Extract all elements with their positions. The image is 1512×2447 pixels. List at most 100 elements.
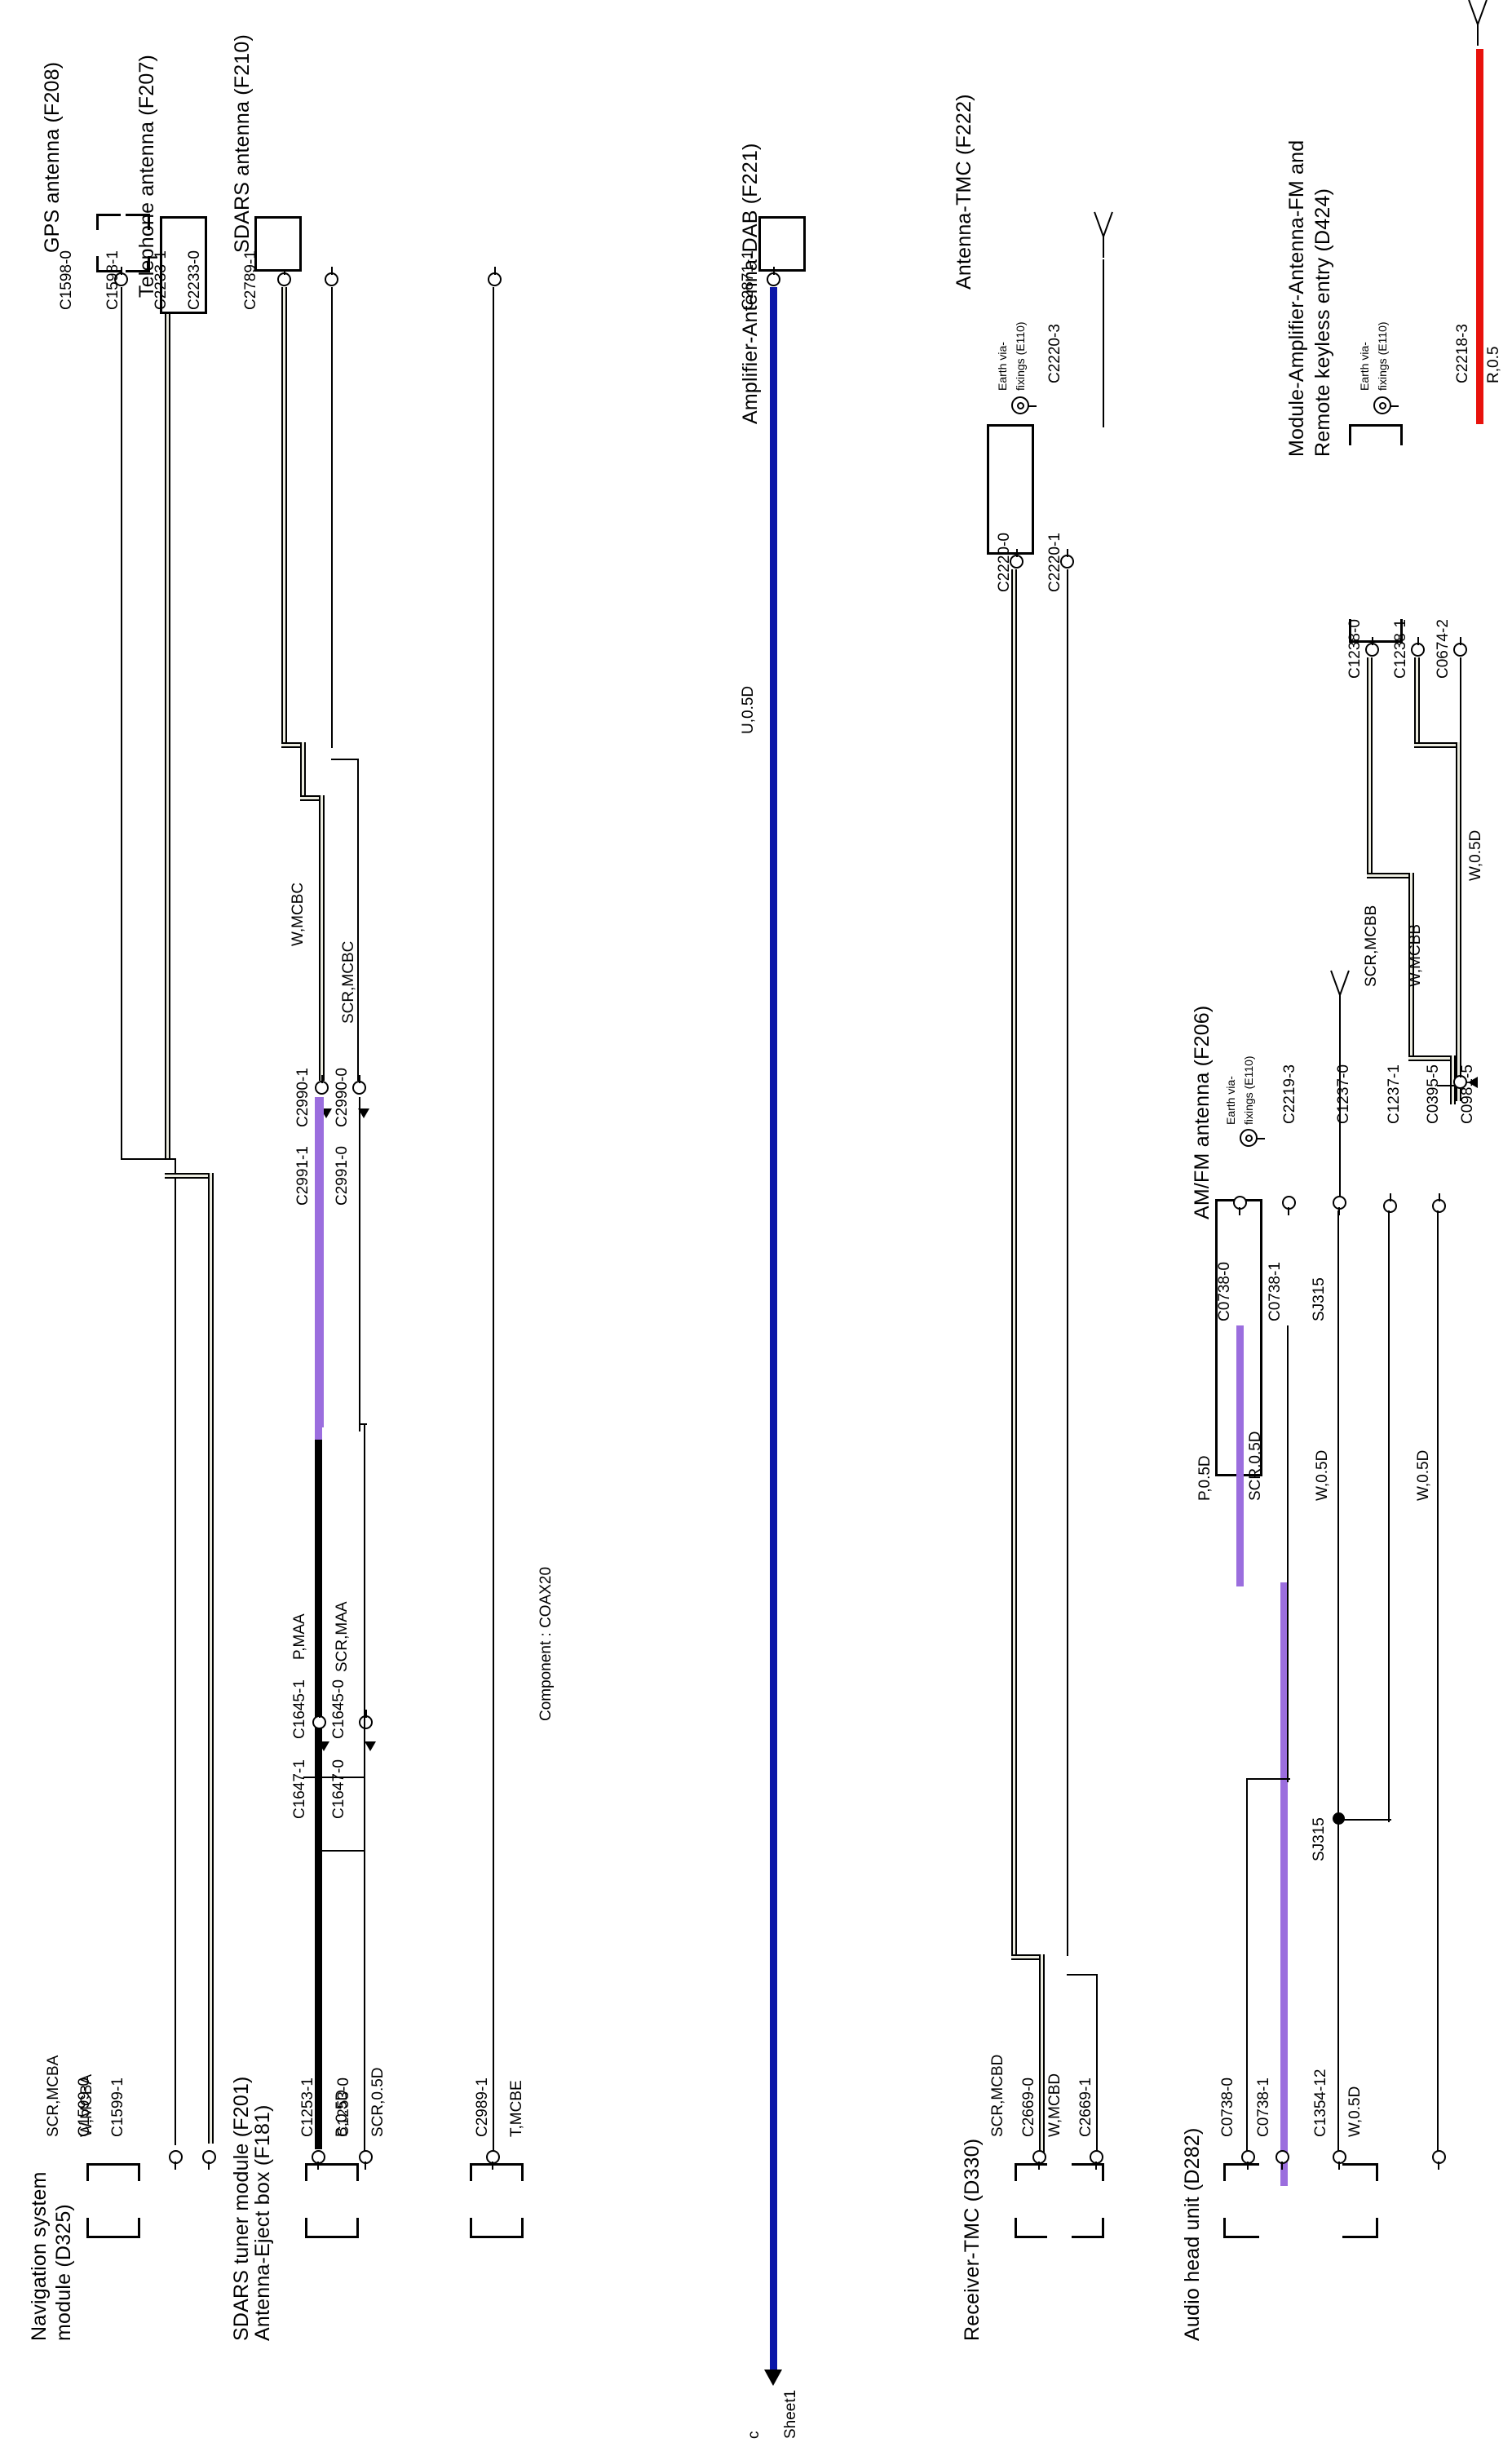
coax-module-red xyxy=(1476,49,1483,424)
wire-amfm-w2-run xyxy=(1388,1210,1390,1822)
wire-gps-core-jog xyxy=(165,1173,214,1179)
component-title-sdars-tuner: SDARS tuner module (F201) xyxy=(230,2076,253,2341)
pin-C2220-1[interactable] xyxy=(1060,555,1074,569)
pin-C2220-0[interactable] xyxy=(1010,555,1023,569)
pin-label-C0022-1: SJ315 xyxy=(1311,1277,1328,1321)
wire-label-eject-shield: SCR,0.5D xyxy=(369,2067,387,2137)
component-title-audio-head-unit: Audio head unit (D282) xyxy=(1181,2127,1204,2341)
wire-module-shield-b-jog xyxy=(1414,742,1461,748)
sheet-ref-label: c xyxy=(745,2431,763,2440)
pin-label-C2220-3: C2220-3 xyxy=(1046,324,1063,383)
wire-amfm-shield-2 xyxy=(1246,1778,1248,2153)
pin-label-C2220-1: C2220-1 xyxy=(1046,533,1063,592)
pin-C1354-12b[interactable] xyxy=(1432,2150,1446,2164)
coax-amfm-violet-2 xyxy=(1280,1582,1288,2186)
wire-telephone-shield-jog xyxy=(331,759,359,760)
wire-label-eject-core-mid: P,MAA xyxy=(291,1613,308,1660)
wire-label-audio-w: W,0.5D xyxy=(1346,2086,1364,2137)
pin-C1848-1[interactable] xyxy=(1282,1196,1296,1210)
splice-SJ315 xyxy=(1333,1812,1345,1825)
wire-eject-jog-a xyxy=(303,1777,365,1778)
pin-C0022-1[interactable] xyxy=(1333,1196,1346,1210)
inline-label-C2990-0: C2990-0 xyxy=(334,1068,351,1127)
wire-module-join-h xyxy=(1437,1085,1461,1086)
pin-C1238-1[interactable] xyxy=(1411,643,1425,657)
pin-C0674-2[interactable] xyxy=(1453,643,1467,657)
wire-module-shield-a2 xyxy=(1408,873,1414,1060)
wire-label-dab-coax: U,0.5D xyxy=(740,685,757,734)
wire-amfm-w2-run2 xyxy=(1437,1210,1439,2157)
pin-C2789-1[interactable] xyxy=(488,272,502,286)
module-bracket-module-amplifier xyxy=(1349,424,1403,643)
component-box-sdars-antenna xyxy=(254,216,302,272)
wire-amfm-w2-jog xyxy=(1337,1819,1391,1821)
earth-symbol-amfm xyxy=(1240,1129,1265,1147)
pin-label-C0738-1: C0738-1 xyxy=(1255,2078,1272,2137)
pin-C1237-0b[interactable] xyxy=(1383,1199,1397,1213)
coax-eject-violet xyxy=(315,1097,322,1440)
wire-label-amfm-shield: SCR,0.5D xyxy=(1247,1431,1264,1501)
wire-gps-shield-upper xyxy=(121,287,122,1160)
wire-module-c0674 xyxy=(1460,657,1461,1082)
wire-gps-shield-jog xyxy=(121,1158,176,1160)
wire-label-amfm-core: P,0.5D xyxy=(1196,1455,1214,1501)
pin-C1599-1[interactable] xyxy=(202,2150,216,2164)
wire-eject-shield-upper xyxy=(364,1423,365,1782)
wire-label-eject-shield-mid: SCR,MAA xyxy=(334,1601,351,1672)
wire-antenna-whip-amfm xyxy=(1339,1016,1341,1202)
component-title-amplifier-dab: Amplifier-Antenna-DAB (F221) xyxy=(739,143,762,424)
wire-label-tmc-w-mcbb: W,MCBB xyxy=(1407,923,1424,987)
coax-amfm-violet-jog xyxy=(1236,1582,1287,1590)
wire-telephone-core-jog3 xyxy=(300,795,325,801)
earth-symbol-module-amplifier xyxy=(1373,396,1399,414)
wire-antenna-whip-tmc xyxy=(1103,259,1104,427)
sheet-exit-arrow xyxy=(764,2370,782,2386)
component-title-antenna-tmc: Antenna-TMC (F222) xyxy=(953,94,975,290)
component-title-module-amplifier-l2: Remote keyless entry (D424) xyxy=(1311,188,1334,457)
wire-label-module-w1: W,0.5D xyxy=(1467,830,1484,881)
pin-C1599-0[interactable] xyxy=(169,2150,183,2164)
pin-C2990-0[interactable] xyxy=(352,1081,366,1095)
component-note: Component : COAX20 xyxy=(537,1566,555,1721)
wire-tmc-core-lower xyxy=(1096,1974,1098,2153)
sheet-label: Sheet1 xyxy=(782,2389,799,2439)
wire-telephone-shield-upper xyxy=(331,287,333,748)
wire-label-tmc-core: W,MCBD xyxy=(1046,2073,1063,2137)
wire-label-amfm-w1: W,0.5D xyxy=(1314,1449,1331,1501)
wire-tmc-shield-lower xyxy=(1039,1954,1045,2154)
wire-tmc-core-upper xyxy=(1067,569,1068,1956)
pin-C1645-1[interactable] xyxy=(312,1715,326,1729)
pin-C2871-1[interactable] xyxy=(767,272,780,286)
wire-label-telephone-shield: SCR,MCBC xyxy=(340,940,357,1024)
pin-C1645-0[interactable] xyxy=(359,1715,373,1729)
wire-telephone-core-jog2 xyxy=(300,742,306,799)
pin-C2233-0[interactable] xyxy=(325,272,338,286)
wire-telephone-core-jog xyxy=(281,742,306,748)
pin-label-C2789-1: C2789-1 xyxy=(242,250,259,310)
wire-telephone-shield-lower-a xyxy=(359,1097,360,1431)
pin-C2991-1[interactable] xyxy=(315,1081,329,1095)
pin-module-join[interactable] xyxy=(1453,1075,1467,1089)
pin-C1848-0[interactable] xyxy=(1233,1196,1247,1210)
module-bracket-gps-antenna xyxy=(96,214,150,272)
wire-sdars xyxy=(493,287,494,2155)
inline-label-C2991-0: C2991-0 xyxy=(334,1146,351,1206)
pin-C1237-1b[interactable] xyxy=(1432,1199,1446,1213)
wire-gps-shield-lower xyxy=(175,1158,176,2145)
pin-C2233-1[interactable] xyxy=(277,272,291,286)
earth-label-module-l2: fixings (E110) xyxy=(1376,321,1389,391)
component-title-receiver-tmc: Receiver-TMC (D330) xyxy=(961,2138,984,2341)
pin-C1238-0[interactable] xyxy=(1365,643,1379,657)
module-bracket-receiver-tmc xyxy=(1015,2163,1104,2238)
wire-tmc-shield-jog xyxy=(1011,1954,1042,1960)
wire-label-gps-core: W,MCBA xyxy=(78,2073,95,2137)
pin-label-C2219-3: C2219-3 xyxy=(1281,1064,1298,1124)
pin-C1598-0[interactable] xyxy=(114,272,128,286)
wire-amfm-w1-run xyxy=(1337,1210,1339,2157)
wire-telephone-core-upper xyxy=(281,287,287,748)
wire-tmc-core-jog xyxy=(1067,1974,1098,1976)
wire-module-shield-a-jog xyxy=(1367,873,1414,878)
wire-module-shield-a-jog2 xyxy=(1408,1055,1456,1061)
wire-eject-shield xyxy=(364,1778,365,2152)
